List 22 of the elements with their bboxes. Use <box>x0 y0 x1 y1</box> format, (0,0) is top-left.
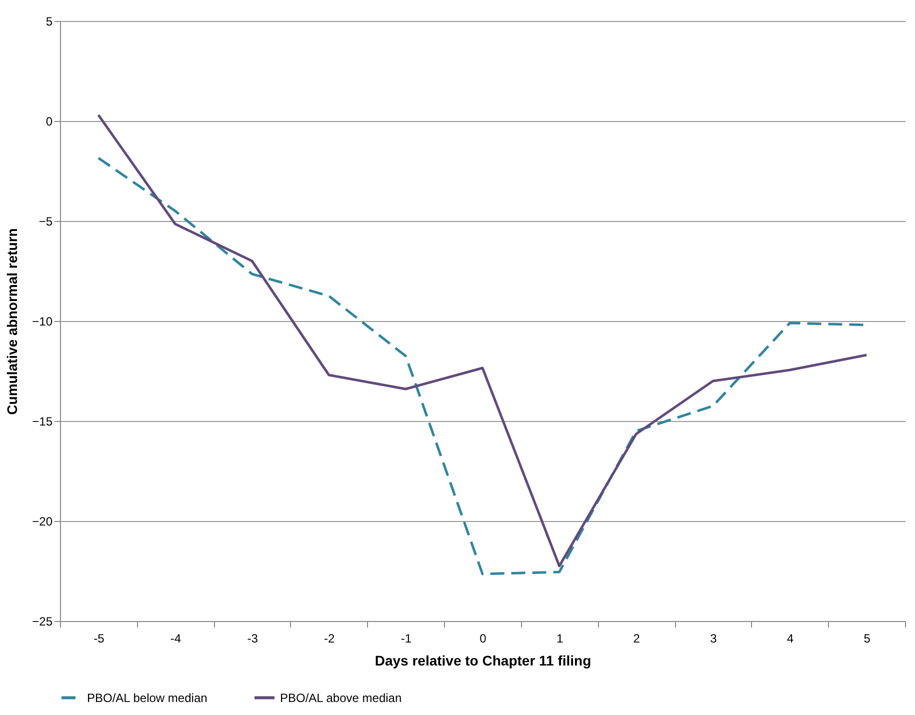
x-tick-label: 1 <box>556 632 564 646</box>
x-tick-label: -3 <box>247 632 258 646</box>
legend-label: PBO/AL below median <box>87 690 208 705</box>
y-tick-label: −20 <box>32 514 53 528</box>
y-tick-label: 0 <box>46 114 53 128</box>
x-tick-label: 4 <box>786 632 794 646</box>
x-tick-label: 3 <box>710 632 718 646</box>
x-tick-label: -5 <box>94 632 105 646</box>
x-tick-label: 5 <box>864 632 871 646</box>
y-tick-label: 5 <box>46 14 53 28</box>
y-tick-label: −10 <box>32 314 53 328</box>
x-tick-label: 2 <box>633 632 640 646</box>
y-tick-label: −25 <box>32 614 53 628</box>
y-tick-label: −5 <box>38 214 53 228</box>
x-axis-title: Days relative to Chapter 11 filing <box>374 652 592 668</box>
y-axis-title: Cumulative abnormal return <box>4 228 20 415</box>
legend-label: PBO/AL above median <box>280 690 402 705</box>
x-tick-label: -1 <box>400 632 412 646</box>
x-tick-label: 0 <box>480 632 487 646</box>
y-tick-label: −15 <box>32 414 53 428</box>
x-tick-label: -4 <box>170 632 182 646</box>
x-tick-label: -2 <box>324 632 336 646</box>
